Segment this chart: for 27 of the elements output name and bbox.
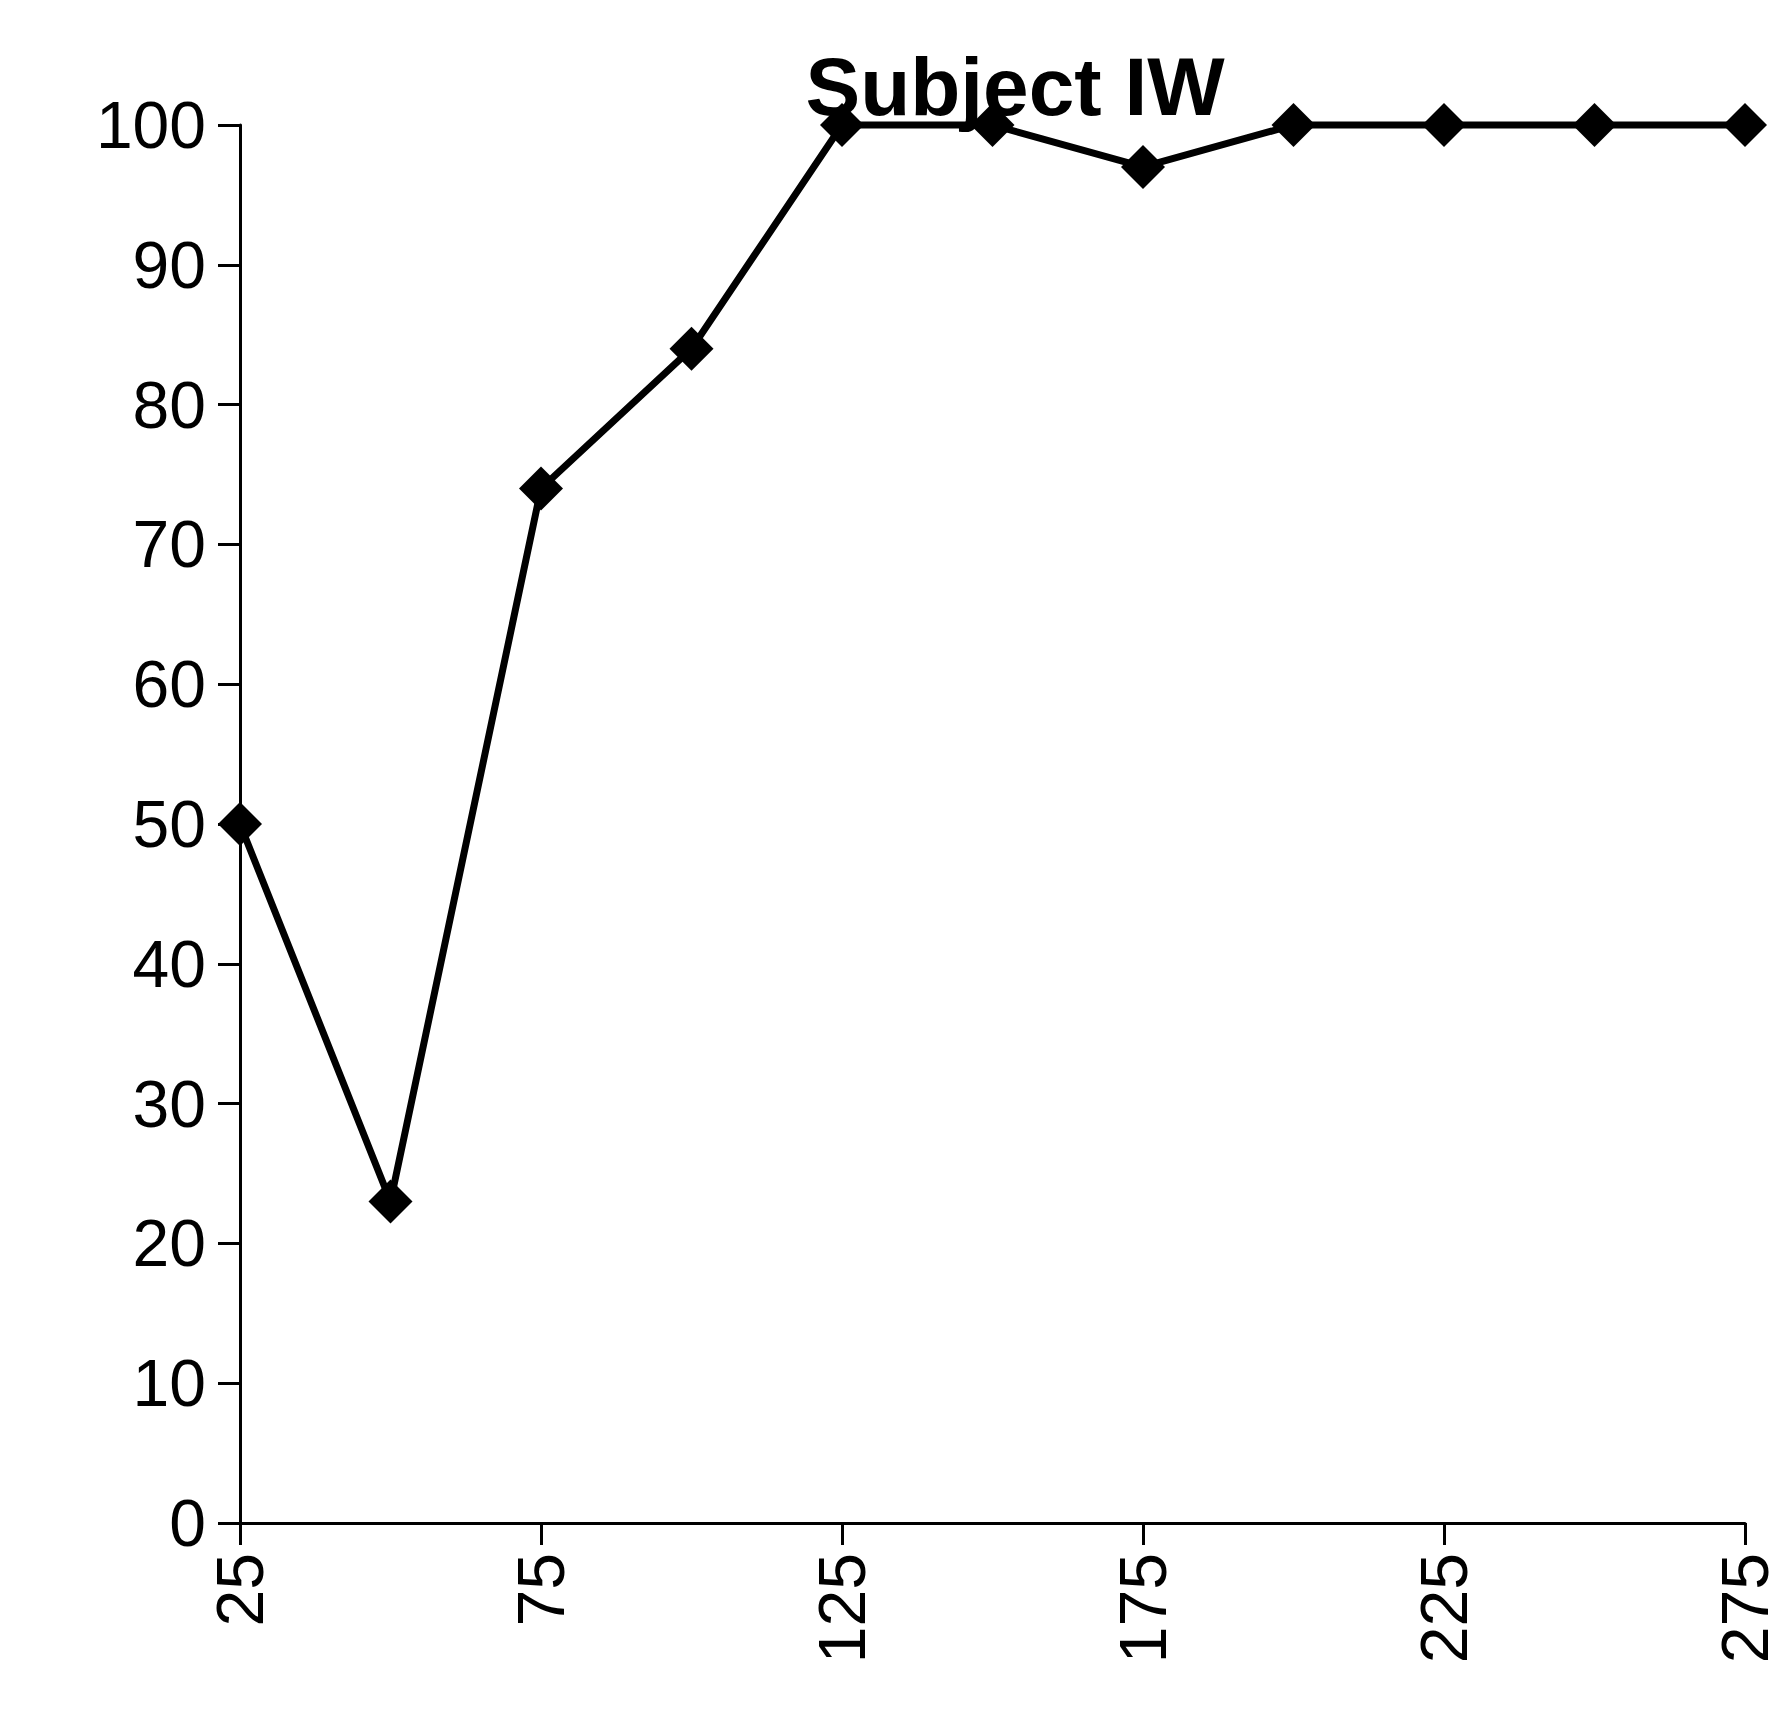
point <box>1422 103 1466 147</box>
y-tick-label: 90 <box>132 227 206 302</box>
point <box>218 802 262 846</box>
y-tick-label: 100 <box>95 88 206 162</box>
x-tick-label: 175 <box>1106 1553 1180 1664</box>
y-tick-label: 50 <box>132 787 206 861</box>
y-tick-label: 80 <box>132 367 206 442</box>
y-tick-label: 20 <box>132 1206 206 1281</box>
x-tick-label: 25 <box>203 1553 277 1627</box>
point <box>1121 144 1165 189</box>
point <box>1723 103 1767 147</box>
y-tick-label: 10 <box>132 1346 206 1421</box>
x-tick-label: 275 <box>1708 1553 1782 1664</box>
point <box>368 1179 413 1224</box>
chart-title: Subject IW <box>805 40 1226 132</box>
point <box>669 326 714 371</box>
y-tick-label: 60 <box>132 647 206 722</box>
point <box>1271 103 1316 147</box>
y-tick-label: 70 <box>132 507 206 582</box>
point <box>1572 103 1617 147</box>
x-tick-label: 75 <box>504 1553 578 1627</box>
y-tick-label: 0 <box>169 1486 206 1560</box>
y-tick-label: 40 <box>132 926 206 1001</box>
point <box>519 466 563 511</box>
y-tick-label: 30 <box>132 1066 206 1141</box>
x-tick-label: 225 <box>1407 1553 1481 1664</box>
x-tick-label: 125 <box>805 1553 879 1664</box>
